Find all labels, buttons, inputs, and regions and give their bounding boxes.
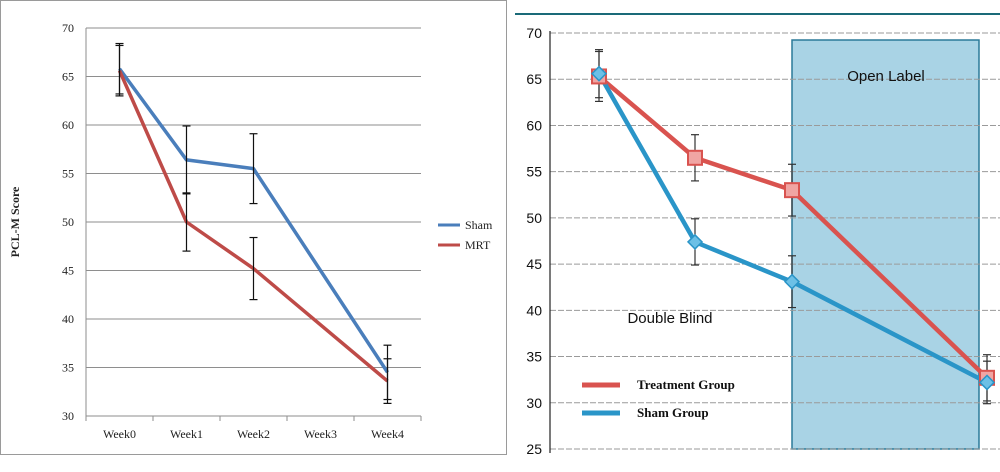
- annotation-open-label: Open Label: [847, 68, 925, 85]
- y-tick-label-65: 65: [62, 70, 74, 84]
- y-tick-label-60: 60: [62, 118, 74, 132]
- left-chart: 30 35 40 45 50 55 60 65 70 Week0 Week1 Week2 Week3 We…: [8, 21, 493, 441]
- y-tick-label-40: 40: [62, 312, 74, 326]
- y-tick-label-45: 45: [62, 264, 74, 278]
- y-tick-label-40: 40: [526, 302, 542, 318]
- legend-label-mrt: MRT: [465, 238, 491, 252]
- marker-sham-group-x4: [978, 374, 996, 391]
- x-tick-label-week3: Week3: [304, 427, 337, 441]
- x-tick-label-week1: Week1: [170, 427, 203, 441]
- y-tick-label-60: 60: [526, 117, 542, 133]
- y-tick-label-65: 65: [526, 71, 542, 87]
- y-axis-label: PCL-M Score: [8, 186, 22, 257]
- y-tick-label-70: 70: [62, 21, 74, 35]
- y-tick-label-55: 55: [62, 167, 74, 181]
- series-line-sham-group: [597, 72, 989, 385]
- y-tick-label-70: 70: [526, 25, 542, 41]
- left-chart-panel: 30 35 40 45 50 55 60 65 70 Week0 Week1 Week2 Week3 We…: [0, 0, 507, 455]
- legend-label-treatment-group: Treatment Group: [637, 377, 735, 392]
- legend-label-sham: Sham: [465, 218, 493, 232]
- marker-sham-group-x2: [783, 273, 801, 290]
- y-tick-label-35: 35: [526, 349, 542, 365]
- marker-sham-group-x0: [590, 65, 608, 82]
- y-tick-label-45: 45: [526, 256, 542, 272]
- x-tick-label-week0: Week0: [103, 427, 136, 441]
- x-tick-label-week4: Week4: [371, 427, 404, 441]
- series-line-sham: [118, 67, 389, 374]
- x-tick-label-week2: Week2: [237, 427, 270, 441]
- series-line-mrt: [117, 69, 389, 383]
- y-tick-label-25: 25: [526, 441, 542, 457]
- y-tick-label-30: 30: [526, 395, 542, 411]
- marker-sham-group-x1: [686, 233, 704, 250]
- y-tick-label-30: 30: [62, 409, 74, 423]
- y-tick-label-50: 50: [526, 210, 542, 226]
- series-line-treatment-group: [597, 74, 989, 380]
- marker-treatment-group-x2: [784, 182, 800, 199]
- marker-treatment-group-x1: [687, 149, 703, 166]
- y-tick-label-55: 55: [526, 164, 542, 180]
- annotation-double-blind: Double Blind: [627, 310, 712, 327]
- legend-label-sham-group: Sham Group: [637, 405, 709, 420]
- right-chart: 25 30 35 40 45 50 55 60 65 70 Open Label Double Bli…: [515, 13, 1000, 457]
- y-tick-label-35: 35: [62, 361, 74, 375]
- open-label-shaded-region: [791, 39, 980, 450]
- y-tick-label-50: 50: [62, 215, 74, 229]
- right-chart-panel: 25 30 35 40 45 50 55 60 65 70 Open Label Double Bli…: [507, 0, 1000, 467]
